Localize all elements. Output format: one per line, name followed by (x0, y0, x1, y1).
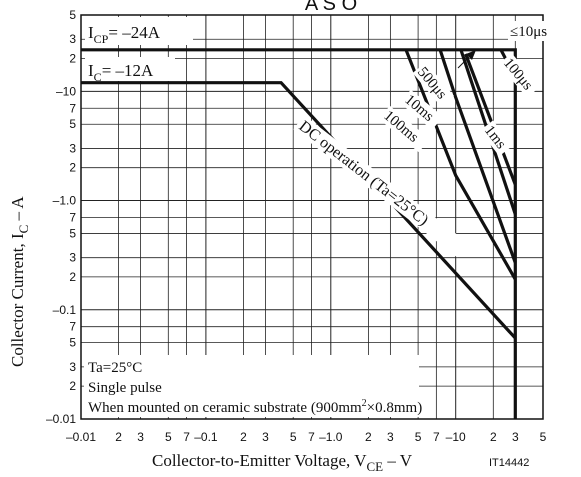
ic-label-bg (85, 57, 175, 81)
y-tick-label-0: –0.01 (46, 412, 76, 426)
y-tick-label-9: 7 (69, 210, 76, 224)
y-tick-label-17: 3 (69, 32, 76, 46)
x-tick-labels: –0.01 2 3 5 7 –0.1 2 3 5 7 –1.0 2 3 5 7 –10 2 3 5 (66, 430, 547, 444)
y-tick-label-18: 5 (69, 8, 76, 22)
y-tick-labels: –0.01 2 3 5 7 –0.1 2 3 5 7 –1.0 2 3 5 7 –10 2 3 5 (46, 8, 76, 426)
le10us-label: ≤10μs (510, 24, 547, 40)
series-line-1 (404, 49, 517, 281)
series-line-6 (81, 48, 517, 419)
ta-note: Ta=25°C (88, 360, 142, 376)
y-tick-label-3: 5 (69, 336, 76, 350)
y-tick-label-16: 2 (69, 51, 76, 65)
y-tick-label-12: 3 (69, 141, 76, 155)
soa-curves (81, 48, 517, 419)
x-tick-label-12: 3 (387, 430, 394, 444)
y-tick-label-5: –0.1 (53, 303, 77, 317)
y-tick-label-6: 2 (69, 270, 76, 284)
x-axis-title: Collector-to-Emitter Voltage, VCE – V (152, 451, 413, 474)
icp-label: ICP= –24A (88, 23, 161, 46)
y-tick-label-13: 5 (69, 117, 76, 131)
y-tick-label-14: 7 (69, 101, 76, 115)
x-tick-label-4: 7 (183, 430, 190, 444)
x-tick-label-17: 3 (512, 430, 519, 444)
x-tick-label-8: 5 (290, 430, 297, 444)
figure-id: IT14442 (489, 457, 529, 469)
y-tick-label-7: 3 (69, 251, 76, 265)
arrow-500us-head (466, 50, 476, 60)
series-line-4 (464, 53, 517, 186)
x-tick-label-0: –0.01 (66, 430, 96, 444)
x-tick-label-7: 3 (262, 430, 269, 444)
chart-title: A S O (305, 0, 357, 15)
series-line-0 (81, 81, 517, 340)
x-tick-label-3: 5 (165, 430, 172, 444)
y-tick-label-15: –10 (56, 84, 76, 98)
plot-frame (80, 14, 544, 420)
x-tick-label-18: 5 (540, 430, 547, 444)
y-tick-label-4: 7 (69, 320, 76, 334)
x-tick-label-11: 2 (365, 430, 372, 444)
y-axis-title: Collector Current, IC – A (8, 196, 31, 367)
mount-note: When mounted on ceramic substrate (900mm… (88, 398, 422, 416)
y-tick-label-10: –1.0 (53, 194, 77, 208)
pulse-note: Single pulse (88, 380, 162, 396)
x-tick-label-5: –0.1 (194, 430, 218, 444)
series-line-2 (438, 49, 517, 264)
x-tick-label-6: 2 (240, 430, 247, 444)
x-tick-label-15: –10 (446, 430, 466, 444)
x-tick-label-14: 7 (433, 430, 440, 444)
ic-label: IC= –12A (88, 61, 154, 84)
x-tick-label-9: 7 (308, 430, 315, 444)
x-tick-label-1: 2 (115, 430, 122, 444)
x-tick-label-16: 2 (490, 430, 497, 444)
icp-label-bg (85, 17, 193, 45)
y-tick-label-2: 3 (69, 360, 76, 374)
conditions-bg (84, 355, 419, 417)
y-tick-label-1: 2 (69, 379, 76, 393)
le10us-label-bg (508, 21, 565, 41)
x-tick-label-13: 5 (415, 430, 422, 444)
x-tick-label-2: 3 (137, 430, 144, 444)
y-tick-label-11: 2 (69, 161, 76, 175)
x-tick-label-10: –1.0 (319, 430, 343, 444)
y-tick-label-8: 5 (69, 226, 76, 240)
